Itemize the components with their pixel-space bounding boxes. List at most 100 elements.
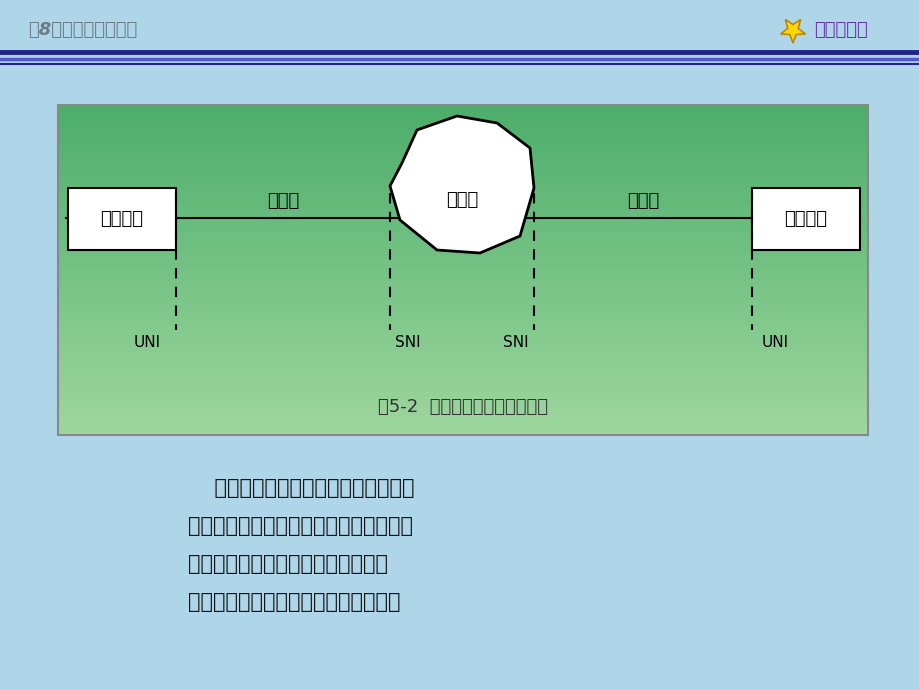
Bar	[58, 163, 867, 166]
Bar	[58, 331, 867, 334]
Bar	[58, 311, 867, 315]
Bar	[58, 253, 867, 257]
Bar	[58, 429, 867, 433]
Bar	[58, 127, 867, 130]
Bar	[58, 113, 867, 117]
Bar	[58, 213, 867, 216]
Bar	[58, 190, 867, 194]
Text: 用户终端: 用户终端	[784, 210, 826, 228]
Bar	[58, 306, 867, 309]
Bar	[58, 110, 867, 114]
Bar	[58, 347, 867, 351]
Text: 接入网与核心网有着非常明显的差别。: 接入网与核心网有着非常明显的差别。	[187, 592, 400, 612]
Bar	[58, 262, 867, 265]
Bar	[58, 199, 867, 202]
Bar	[58, 375, 867, 378]
Bar	[58, 229, 867, 233]
Bar	[58, 157, 867, 161]
Bar	[58, 422, 867, 425]
Bar	[58, 132, 867, 136]
Text: 第8章宽带接入网技术: 第8章宽带接入网技术	[28, 21, 137, 39]
Bar	[58, 314, 867, 317]
Bar	[58, 218, 867, 221]
Bar	[58, 328, 867, 331]
Bar	[58, 300, 867, 304]
Bar	[58, 344, 867, 348]
Bar	[58, 221, 867, 224]
Bar	[58, 105, 867, 435]
Bar	[58, 317, 867, 320]
Bar	[58, 273, 867, 276]
Bar	[68, 188, 176, 250]
Text: 接入网: 接入网	[267, 192, 299, 210]
Bar	[58, 121, 867, 125]
Bar	[58, 416, 867, 420]
Bar	[58, 350, 867, 353]
Bar	[58, 278, 867, 282]
Text: UNI: UNI	[134, 335, 161, 350]
Bar	[58, 248, 867, 252]
Bar	[58, 295, 867, 298]
Bar	[58, 201, 867, 205]
Bar	[58, 108, 867, 111]
Bar	[58, 160, 867, 164]
Bar	[58, 325, 867, 328]
Bar	[58, 204, 867, 208]
Text: 图5-2  核心网与用户接入网框图: 图5-2 核心网与用户接入网框图	[378, 398, 548, 416]
Text: 接入网处于整个电信网的网络边缘，: 接入网处于整个电信网的网络边缘，	[187, 478, 414, 498]
Bar	[58, 171, 867, 175]
Text: 核心网: 核心网	[446, 191, 478, 209]
Bar	[58, 267, 867, 270]
Bar	[58, 210, 867, 213]
Bar	[58, 179, 867, 183]
Bar	[58, 141, 867, 144]
Text: 用户终端: 用户终端	[100, 210, 143, 228]
Bar	[58, 259, 867, 263]
Bar	[58, 408, 867, 411]
Bar	[58, 286, 867, 290]
Bar	[58, 119, 867, 122]
Bar	[58, 250, 867, 255]
Bar	[58, 369, 867, 373]
Bar	[58, 386, 867, 389]
Bar	[58, 177, 867, 180]
Bar	[58, 388, 867, 392]
Bar	[58, 400, 867, 403]
Bar	[58, 391, 867, 395]
Bar	[751, 188, 859, 250]
Text: 接入网: 接入网	[626, 192, 658, 210]
Bar	[58, 226, 867, 230]
Bar	[58, 105, 867, 108]
Bar	[58, 207, 867, 210]
Bar	[58, 308, 867, 312]
Bar	[58, 432, 867, 436]
Bar	[58, 411, 867, 414]
Bar	[58, 424, 867, 428]
Bar	[58, 377, 867, 381]
Bar	[58, 319, 867, 323]
Bar	[58, 353, 867, 356]
Polygon shape	[780, 19, 804, 43]
Bar	[58, 303, 867, 306]
Bar	[58, 275, 867, 279]
Bar	[58, 124, 867, 128]
Bar	[58, 138, 867, 141]
Bar	[58, 284, 867, 287]
Text: 由于在电信网中的位置和功能不同，: 由于在电信网中的位置和功能不同，	[187, 554, 388, 574]
Bar	[58, 196, 867, 199]
Bar	[58, 342, 867, 345]
Bar	[58, 224, 867, 227]
Text: UNI: UNI	[761, 335, 789, 350]
Bar	[58, 149, 867, 152]
Bar	[58, 130, 867, 133]
Text: SNI: SNI	[394, 335, 420, 350]
Bar	[58, 413, 867, 417]
Bar	[58, 146, 867, 150]
Bar	[58, 188, 867, 191]
Polygon shape	[390, 116, 533, 253]
Bar	[58, 234, 867, 238]
Bar	[58, 166, 867, 169]
Text: SNI: SNI	[503, 335, 528, 350]
Bar	[58, 135, 867, 139]
Bar	[58, 336, 867, 339]
